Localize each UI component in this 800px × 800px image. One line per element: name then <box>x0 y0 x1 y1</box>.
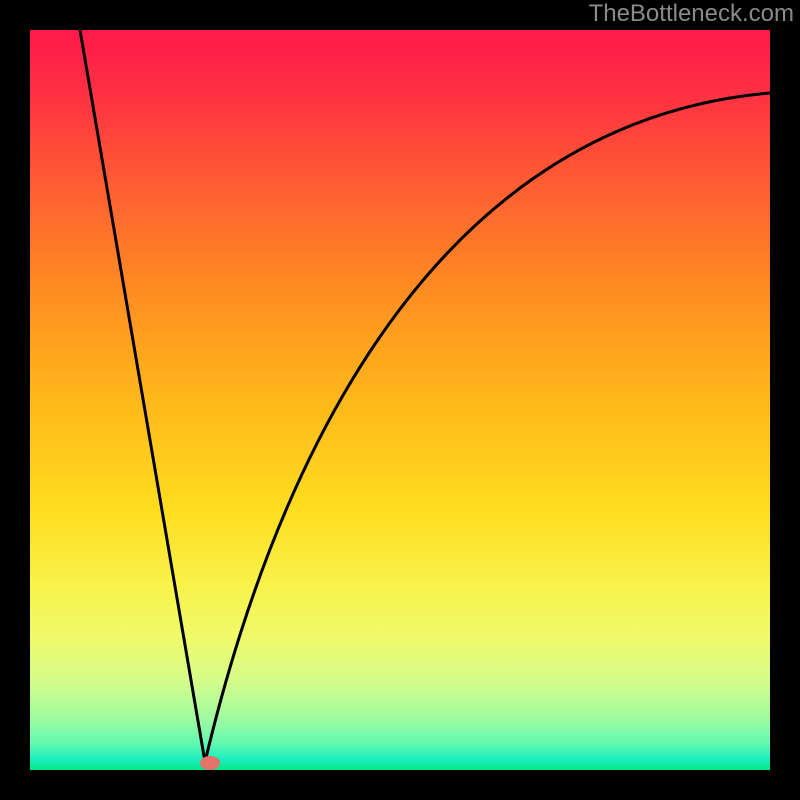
watermark-text: TheBottleneck.com <box>589 0 794 28</box>
plot-area <box>30 30 770 770</box>
chart-container: TheBottleneck.com <box>0 0 800 800</box>
bottleneck-curve <box>30 30 770 770</box>
vertex-marker <box>200 756 220 770</box>
